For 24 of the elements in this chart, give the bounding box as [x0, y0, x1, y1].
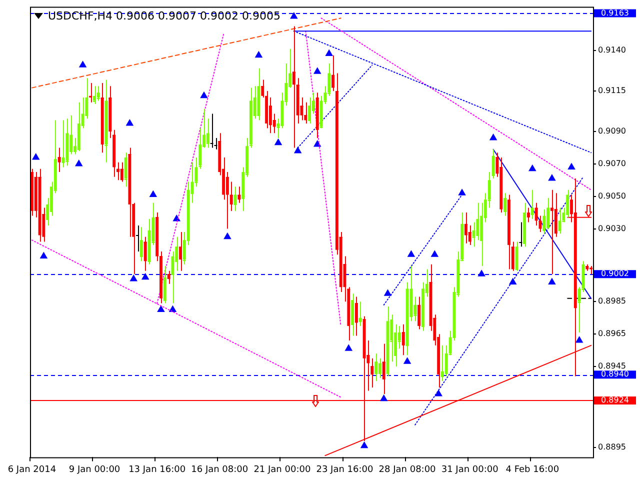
x-tick-label: 28 Jan 08:00	[378, 464, 436, 475]
y-tick-label: 0.8985	[598, 296, 626, 306]
x-tick-label: 13 Jan 16:00	[128, 464, 186, 475]
x-tick-label: 9 Jan 00:00	[68, 464, 120, 475]
y-tick-label: 0.9090	[598, 126, 626, 136]
x-tick-label: 31 Jan 00:00	[441, 464, 499, 475]
x-tick-label: 6 Jan 2014	[8, 464, 56, 475]
ref-line-label: 0.9163	[601, 8, 629, 18]
y-tick-label: 0.8945	[598, 362, 626, 371]
y-tick-label: 0.8895	[598, 442, 626, 452]
ref-line-label: 0.8924	[601, 396, 629, 405]
x-tick-label: 4 Feb 16:00	[506, 464, 560, 475]
y-tick-label: 0.9115	[598, 86, 626, 96]
chart-title: USDCHF,H4 0.9006 0.9007 0.9002 0.9005	[48, 10, 280, 23]
x-tick-label: 23 Jan 16:00	[316, 464, 374, 475]
y-tick-label: 0.9050	[598, 191, 626, 200]
y-tick-label: 0.9030	[598, 224, 626, 233]
x-tick-label: 16 Jan 08:00	[191, 464, 248, 475]
y-tick-label: 0.8965	[598, 329, 626, 338]
y-tick-label: 0.9140	[598, 46, 626, 55]
ref-line-label: 0.9002	[601, 269, 629, 278]
x-tick-label: 21 Jan 00:00	[254, 464, 311, 475]
y-tick-label: 0.9070	[598, 159, 626, 168]
ref-line-label: 0.8940	[601, 370, 629, 379]
